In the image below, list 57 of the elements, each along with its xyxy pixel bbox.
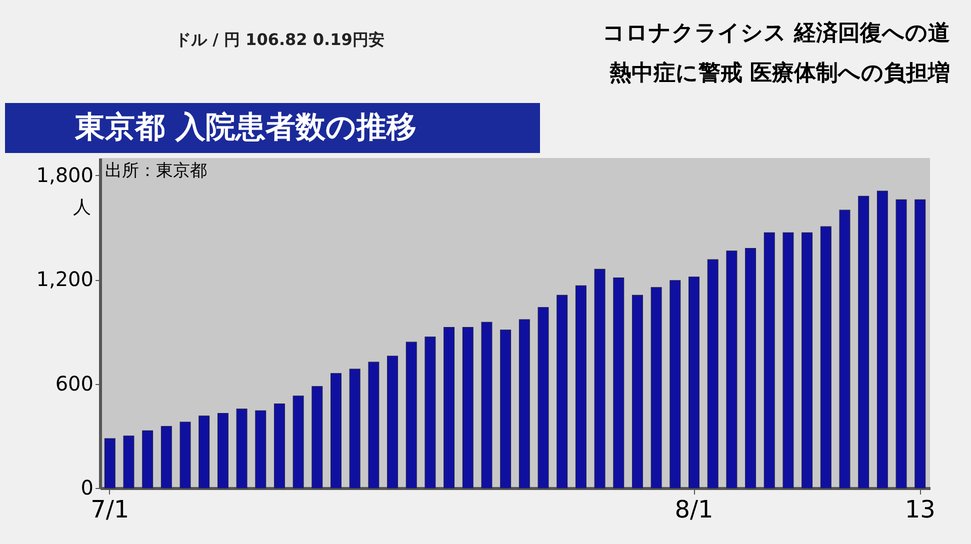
bar — [707, 259, 718, 488]
bar — [802, 232, 813, 488]
bar — [198, 416, 210, 488]
bar — [670, 280, 681, 488]
y-tick-label: 600 — [55, 371, 94, 396]
bar — [556, 294, 568, 488]
bar — [650, 287, 662, 488]
bar — [745, 248, 756, 488]
x-tick-label: 8/1 — [674, 496, 714, 524]
y-tick-label: 1,200 — [36, 267, 94, 292]
bar — [518, 319, 530, 488]
bar — [688, 276, 700, 488]
bar — [481, 322, 492, 488]
x-tick-label: 7/1 — [90, 496, 130, 524]
bar — [500, 330, 512, 488]
bar — [424, 336, 436, 488]
bar — [594, 268, 606, 488]
text: コロナクライシス 経済回復への道 — [602, 20, 950, 46]
text: ドル / 円 106.82 0.19円安 — [175, 30, 384, 49]
bar — [292, 396, 304, 488]
bar — [236, 408, 248, 488]
bar — [312, 386, 323, 488]
bar — [104, 438, 116, 488]
bar — [160, 426, 172, 488]
bar — [782, 232, 794, 488]
bar — [444, 327, 455, 488]
bar — [368, 362, 380, 488]
bar — [820, 226, 832, 488]
bar — [613, 278, 624, 488]
bar — [726, 250, 738, 488]
bar — [387, 356, 398, 488]
y-tick-label: 0 — [80, 476, 94, 500]
bar — [764, 232, 775, 488]
x-tick-label: 13 — [904, 496, 936, 524]
y-tick-label: 1,800 — [36, 162, 94, 187]
bar — [538, 307, 549, 488]
bar — [255, 410, 266, 488]
bar — [123, 436, 134, 488]
text: 熱中症に警戒 医療体制への負担増 — [608, 60, 950, 86]
bar — [217, 413, 228, 488]
annotation: 出所：東京都 — [105, 161, 207, 181]
bar — [896, 199, 907, 488]
bar — [632, 294, 643, 488]
bar — [876, 190, 888, 488]
bar — [462, 327, 474, 488]
bar — [839, 210, 850, 488]
bar — [180, 422, 191, 488]
bar — [142, 430, 154, 488]
bar — [330, 373, 342, 488]
bar — [858, 196, 870, 488]
bar — [914, 199, 926, 488]
chart-title: 東京都 入院患者数の推移 — [74, 110, 416, 145]
bar — [406, 342, 417, 488]
bar — [274, 403, 285, 488]
y-axis-title: 人 — [73, 197, 91, 218]
bar — [575, 285, 586, 488]
bar — [349, 368, 360, 488]
